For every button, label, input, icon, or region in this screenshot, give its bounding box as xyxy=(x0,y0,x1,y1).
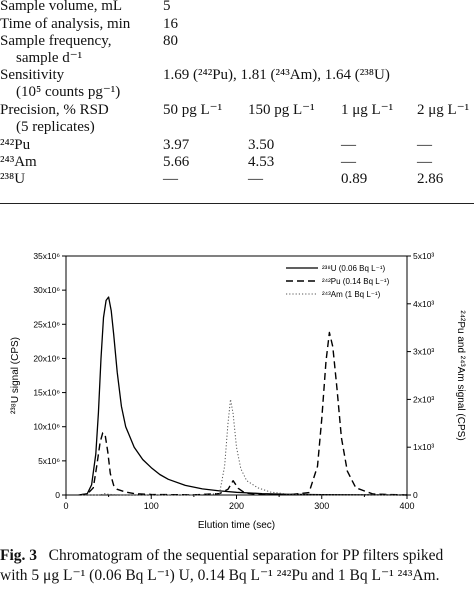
row-label-time-of-analysis: Time of analysis, min xyxy=(0,16,131,32)
row-label-sample-volume: Sample volume, mL xyxy=(0,0,123,14)
row-label-sensitivity: Sensitivity xyxy=(0,67,65,83)
col-header-150pg: 150 pg L⁻¹ xyxy=(248,102,315,118)
x-tick-label: 0 xyxy=(63,501,68,511)
x-tick-label: 300 xyxy=(314,501,329,511)
y-left-tick-label: 35x10⁶ xyxy=(33,251,60,261)
y-left-tick-label: 5x10⁶ xyxy=(38,456,60,466)
row-value-sensitivity: 1.69 (²⁴²Pu), 1.81 (²⁴³Am), 1.64 (²³⁸U) xyxy=(163,67,390,83)
cell-am243-150pg: 4.53 xyxy=(248,154,275,170)
x-axis-label: Elution time (sec) xyxy=(198,520,275,531)
cell-u238-150pg: — xyxy=(248,171,263,187)
y-right-tick-label: 1x10³ xyxy=(413,442,434,452)
x-tick-label: 400 xyxy=(399,501,414,511)
y-right-tick-label: 2x10³ xyxy=(413,394,434,404)
row-label-sample-frequency: Sample frequency, xyxy=(0,33,112,49)
cell-am243-1ug: — xyxy=(341,154,356,170)
col-header-1ug: 1 μg L⁻¹ xyxy=(341,102,394,118)
cell-am243-50pg: 5.66 xyxy=(163,154,190,170)
cell-u238-1ug: 0.89 xyxy=(341,171,368,187)
col-header-2ug: 2 μg L⁻¹ xyxy=(417,102,470,118)
caption-line-2: with 5 μg L⁻¹ (0.06 Bq L⁻¹) U, 0.14 Bq L… xyxy=(0,567,440,584)
y-left-tick-label: 30x10⁶ xyxy=(33,285,60,295)
chromatogram-chart: 0 100 200 300 40005x10⁶10x10⁶15x10⁶20x10⁶25x… xyxy=(10,251,466,531)
chart-legend: ²³⁸U (0.06 Bq L⁻¹) ²⁴²Pu (0.14 Bq L⁻¹) ²⁴³… xyxy=(286,264,390,299)
col-header-50pg: 50 pg L⁻¹ xyxy=(163,102,223,118)
x-tick-label: 100 xyxy=(144,501,159,511)
y-left-tick-label: 25x10⁶ xyxy=(33,319,60,329)
row-label-am243: ²⁴³Am xyxy=(0,154,37,170)
caption-line-1: Chromatogram of the sequential separatio… xyxy=(48,547,444,564)
row-value-sample-frequency: 80 xyxy=(163,33,178,49)
cell-u238-50pg: — xyxy=(163,171,178,187)
legend-label-1: ²⁴²Pu (0.14 Bq L⁻¹) xyxy=(322,277,390,286)
cell-pu242-50pg: 3.97 xyxy=(163,137,190,153)
y-left-tick-label: 20x10⁶ xyxy=(33,353,60,363)
legend-label-2: ²⁴³Am (1 Bq L⁻¹) xyxy=(322,290,381,299)
y-left-axis-label: ²³⁸U signal (CPS) xyxy=(10,337,21,414)
series-line-2 xyxy=(78,398,408,496)
cell-u238-2ug: 2.86 xyxy=(417,171,444,187)
y-right-tick-label: 5x10³ xyxy=(413,251,434,261)
row-value-time-of-analysis: 16 xyxy=(163,16,178,32)
row-label-sensitivity-unit: (10⁵ counts pg⁻¹) xyxy=(16,84,121,100)
row-label-sample-frequency-unit: sample d⁻¹ xyxy=(16,50,83,66)
cell-pu242-150pg: 3.50 xyxy=(248,137,275,153)
x-tick-label: 200 xyxy=(229,501,244,511)
series-line-1 xyxy=(78,331,408,496)
chart-series xyxy=(78,296,408,496)
y-right-tick-label: 3x10³ xyxy=(413,347,434,357)
caption-label: Fig. 3 xyxy=(0,547,38,564)
chart-axes: 0 100 200 300 40005x10⁶10x10⁶15x10⁶20x10⁶25x… xyxy=(10,251,466,531)
row-label-precision: Precision, % RSD xyxy=(0,102,109,118)
row-value-sample-volume: 5 xyxy=(163,0,171,14)
y-right-tick-label: 4x10³ xyxy=(413,299,434,309)
legend-label-0: ²³⁸U (0.06 Bq L⁻¹) xyxy=(322,264,386,273)
y-left-tick-label: 10x10⁶ xyxy=(33,422,60,432)
y-left-tick-label: 0 xyxy=(55,490,60,500)
cell-pu242-1ug: — xyxy=(341,137,356,153)
row-label-u238: ²³⁸U xyxy=(0,171,26,187)
y-right-axis-label: ²⁴²Pu and ²⁴³Am signal (CPS) xyxy=(455,310,466,440)
figure-caption: Fig. 3 Chromatogram of the sequential se… xyxy=(0,546,474,586)
cell-pu242-2ug: — xyxy=(417,137,432,153)
y-left-tick-label: 15x10⁶ xyxy=(33,388,60,398)
row-label-precision-unit: (5 replicates) xyxy=(16,119,95,135)
y-right-tick-label: 0 xyxy=(413,490,418,500)
row-label-pu242: ²⁴²Pu xyxy=(0,137,31,153)
series-line-0 xyxy=(78,296,408,496)
cell-am243-2ug: — xyxy=(417,154,432,170)
table-bottom-rule xyxy=(0,203,474,204)
